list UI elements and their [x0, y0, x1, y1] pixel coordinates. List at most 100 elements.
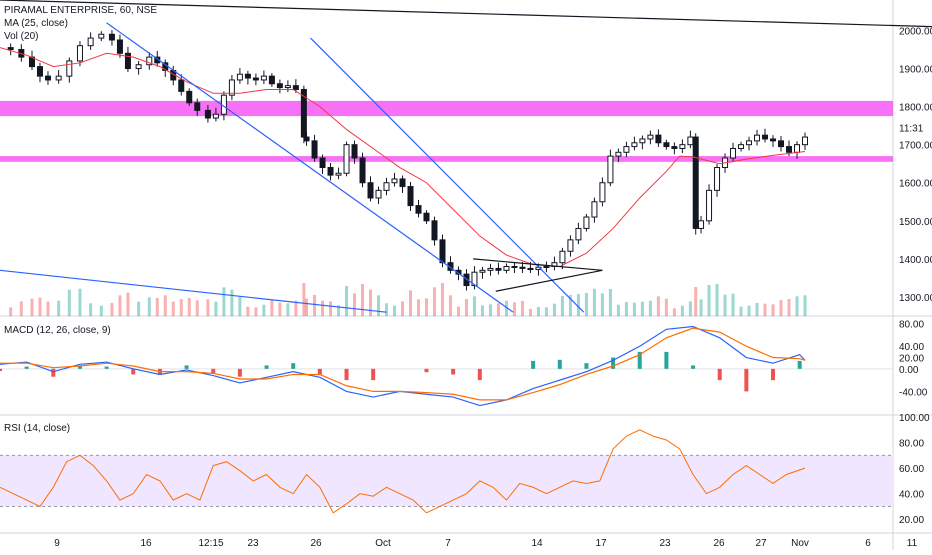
candle-body — [655, 134, 662, 144]
candle-body — [631, 142, 638, 148]
volume-bar — [456, 306, 460, 316]
volume-bar — [624, 302, 628, 316]
volume-bar — [278, 302, 282, 316]
macd-histogram-bar — [237, 368, 242, 377]
price-axis-tick: 1800.00 — [899, 103, 932, 114]
price-axis-tick: 1500.00 — [899, 217, 932, 228]
volume-bar — [294, 300, 298, 316]
macd-histogram-bar — [77, 365, 82, 369]
time-axis-tick: 12:15 — [198, 538, 223, 549]
volume-bar — [78, 288, 82, 316]
trendline — [0, 0, 932, 28]
candle-body — [135, 64, 142, 70]
candle-body — [786, 146, 793, 153]
volume-bar — [408, 290, 412, 316]
candle-body — [284, 85, 291, 89]
volume-bar — [779, 300, 783, 316]
volume-bar — [656, 296, 660, 316]
candle-body — [567, 239, 574, 252]
volume-bar — [600, 293, 604, 316]
volume-bar — [699, 299, 703, 316]
candle-body — [527, 267, 534, 271]
time-axis-tick: 14 — [531, 538, 543, 549]
macd-histogram-bar — [557, 359, 562, 369]
volume-bar — [353, 293, 357, 316]
candle-body — [706, 189, 713, 222]
candle-body — [7, 47, 14, 50]
candle-body — [495, 267, 502, 271]
volume-bar — [640, 301, 644, 316]
macd-histogram-bar — [584, 363, 589, 369]
volume-bar — [99, 305, 103, 316]
volume-bar — [755, 303, 759, 316]
volume-bar — [46, 301, 50, 316]
candle-body — [228, 79, 235, 96]
candle-body — [399, 178, 406, 188]
candle-body — [543, 266, 550, 269]
time-axis-tick: 27 — [755, 538, 767, 549]
candle-body — [511, 266, 518, 269]
candle-body — [36, 66, 43, 77]
candle-body — [204, 109, 211, 119]
candle-body — [260, 75, 267, 81]
macd-histogram-bar — [24, 366, 29, 369]
candle-body — [276, 83, 283, 89]
volume-bar — [19, 301, 23, 316]
volume-bar — [286, 303, 290, 316]
volume-bar — [110, 303, 114, 316]
volume-bar — [57, 300, 61, 316]
time-axis-tick: 11 — [907, 538, 918, 549]
candle-body — [335, 172, 342, 176]
price-axis-tick: 1400.00 — [899, 255, 932, 266]
rsi-axis-tick: 60.00 — [899, 464, 924, 475]
candle-body — [108, 33, 115, 41]
candle-body — [778, 140, 785, 148]
candle-body — [116, 39, 123, 54]
candle-body — [487, 267, 494, 271]
volume-bar — [321, 300, 325, 316]
volume-bar — [254, 307, 258, 316]
volume-bar — [230, 289, 234, 316]
volume-bar — [179, 299, 183, 316]
macd-histogram-bar — [637, 351, 642, 369]
volume-bar — [195, 300, 199, 316]
candle-body — [407, 186, 414, 207]
macd-histogram-bar — [771, 368, 776, 381]
rsi-axis-tick: 80.00 — [899, 439, 924, 450]
macd-axis-tick: -40.00 — [899, 387, 928, 398]
candle-body — [415, 205, 422, 214]
macd-histogram-bar — [264, 365, 269, 369]
volume-bar — [401, 301, 404, 316]
volume-bar — [377, 295, 381, 316]
candle-body — [76, 45, 83, 62]
candle-body — [599, 182, 606, 203]
volume-bar — [664, 298, 668, 316]
volume-bar — [528, 309, 532, 316]
volume-bar — [147, 297, 151, 316]
volume-bar — [89, 303, 93, 316]
time-axis-tick: Oct — [375, 538, 391, 549]
time-axis-tick: Nov — [791, 538, 809, 549]
macd-histogram-bar — [131, 368, 136, 375]
candle-body — [359, 157, 366, 184]
price-axis-tick: 1700.00 — [899, 141, 932, 152]
volume-bar — [329, 301, 333, 316]
candle-body — [615, 151, 622, 157]
candle-body — [559, 250, 566, 264]
candle-body — [351, 144, 358, 159]
volume-bar — [262, 304, 266, 316]
volume-bar — [544, 307, 548, 316]
candle-body — [762, 134, 769, 140]
volume-bar — [206, 299, 210, 316]
candle-body — [463, 273, 470, 287]
volume-bar — [694, 287, 698, 316]
candle-body — [178, 79, 185, 92]
candle-body — [647, 134, 654, 140]
volume-bar — [584, 293, 588, 316]
candle-body — [671, 146, 678, 149]
time-axis-tick: 9 — [54, 538, 60, 549]
macd-histogram-bar — [664, 351, 669, 369]
trendline — [310, 37, 585, 313]
candle-body — [439, 239, 446, 264]
